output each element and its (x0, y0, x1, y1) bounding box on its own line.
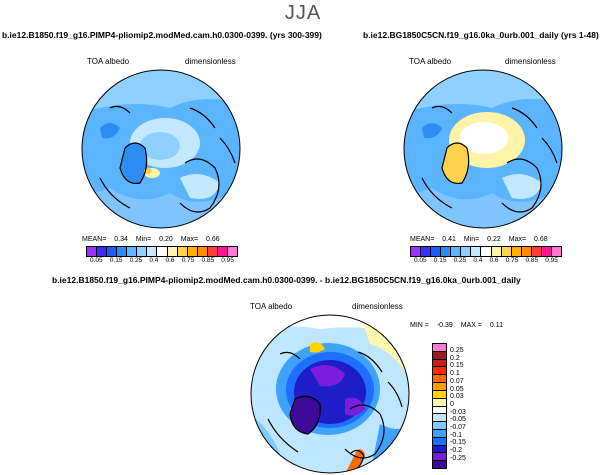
cbar-tick: 0.4 (473, 257, 483, 264)
diff-cbar-label: 0.15 (450, 362, 464, 370)
diff-colorbar (432, 343, 447, 469)
diff-min-label: MIN = (410, 322, 429, 329)
cbar-tick: 0.75 (181, 257, 195, 264)
diff-colorbar-labels: 0.25 0.2 0.15 0.1 0.07 0.05 0.03 0 -0.03… (450, 347, 466, 462)
panel-1-max-value: 0.66 (206, 236, 220, 243)
diff-cbar-label: 0.25 (450, 347, 464, 354)
cbar-tick: 0.85 (525, 257, 539, 264)
diff-cbar-label: 0.2 (450, 354, 460, 362)
panel-1-title: b.ie12.B1850.f19_g16.PIMP4-pliomip2.modM… (2, 30, 322, 40)
panel-2-stats: MEAN= 0.41 Min= 0.22 Max= 0.68 (410, 236, 548, 243)
panel-2-units-label: dimensionless (505, 57, 556, 66)
diff-units-label: dimensionless (352, 302, 403, 311)
panel-1-min-label: Min= (135, 236, 152, 243)
diff-polar-map (250, 314, 410, 474)
diff-cbar-label: 0.03 (450, 393, 464, 401)
panel-2-colorbar (410, 246, 562, 257)
panel-1-colorbar-ticks: 0.05 0.15 0.25 0.4 0.6 0.75 0.85 0.95 (90, 257, 234, 264)
panel-1-units-label: dimensionless (185, 57, 236, 66)
panel-2-colorbar-ticks: 0.05 0.15 0.25 0.4 0.6 0.75 0.85 0.95 (414, 257, 558, 264)
diff-cbar-label: -0.05 (450, 416, 466, 424)
diff-max-label: MAX = (460, 322, 482, 329)
diff-cbar-label: -0.15 (450, 439, 466, 447)
cbar-tick: 0.15 (433, 257, 447, 264)
cbar-tick: 0.4 (149, 257, 159, 264)
cbar-tick: 0.05 (90, 257, 103, 264)
cbar-tick: 0.25 (129, 257, 143, 264)
panel-2-max-value: 0.68 (534, 236, 548, 243)
diff-cbar-label: 0 (450, 400, 454, 408)
cbar-tick: 0.95 (221, 257, 234, 264)
cbar-tick: 0.6 (489, 257, 499, 264)
diff-variable-label: TOA albedo (250, 302, 293, 311)
panel-2-min-value: 0.22 (487, 236, 501, 243)
cbar-tick: 0.25 (453, 257, 467, 264)
cbar-tick: 0.15 (109, 257, 123, 264)
panel-2-variable-label: TOA albedo (409, 57, 452, 66)
diff-cbar-label: -0.03 (450, 408, 466, 416)
panel-1-max-label: Max= (180, 236, 199, 243)
diff-cbar-label: -0.2 (450, 447, 463, 455)
cbar-tick: 0.6 (165, 257, 175, 264)
diff-panel-title: b.ie12.B1850.f19_g16.PIMP4-pliomip2.modM… (52, 275, 521, 285)
panel-1-stats: MEAN= 0.34 Min= 0.20 Max= 0.66 (82, 236, 220, 243)
diff-cbar-label: -0.07 (450, 424, 466, 432)
cbar-tick: 0.95 (545, 257, 558, 264)
panel-1-variable-label: TOA albedo (87, 57, 130, 66)
cbar-tick: 0.85 (201, 257, 215, 264)
season-title: JJA (284, 2, 322, 24)
panel-1-colorbar (86, 246, 238, 257)
diff-max-value: 0.11 (489, 322, 504, 329)
cbar-tick: 0.05 (414, 257, 427, 264)
cbar-tick: 0.75 (505, 257, 519, 264)
diff-cbar-label: 0.05 (450, 385, 464, 393)
panel-2-max-label: Max= (508, 236, 527, 243)
panel-1-polar-map (81, 69, 241, 229)
diff-cbar-label: -0.1 (450, 431, 463, 439)
panel-2-title: b.ie12.BG1850C5CN.f19_g16.0ka_0urb.001_d… (363, 30, 599, 40)
diff-stats: MIN = -0.39 MAX = 0.11 (410, 322, 503, 329)
panel-2-min-label: Min= (463, 236, 480, 243)
panel-2-mean-value: 0.41 (442, 236, 456, 243)
diff-cbar-label: 0.1 (450, 370, 460, 378)
diff-min-value: -0.39 (436, 322, 453, 329)
panel-1-mean-value: 0.34 (114, 236, 128, 243)
panel-1-mean-label: MEAN= (82, 236, 107, 243)
panel-2-mean-label: MEAN= (410, 236, 435, 243)
diff-cbar-label: 0.07 (450, 377, 464, 385)
diff-cbar-label: -0.25 (450, 454, 466, 462)
panel-1-min-value: 0.20 (159, 236, 173, 243)
panel-2-polar-map (403, 69, 563, 229)
